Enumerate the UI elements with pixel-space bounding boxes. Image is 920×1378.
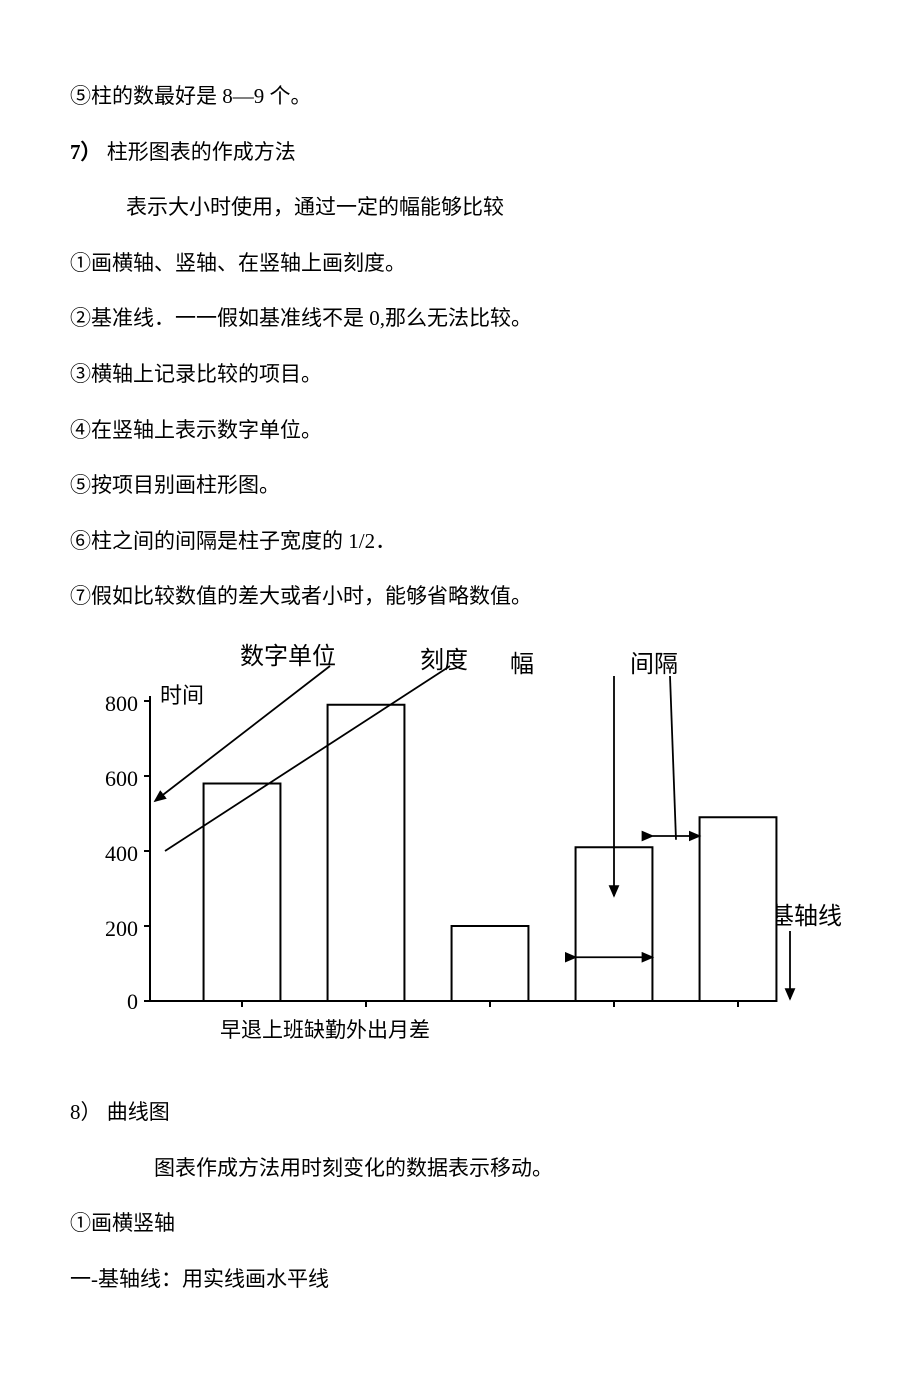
text-line: ①画横竖轴 — [70, 1207, 850, 1241]
text-line: ⑥柱之间的间隔是柱子宽度的 1/2． — [70, 525, 850, 559]
section-heading-8: 8） 曲线图 — [70, 1096, 850, 1130]
text-line: ⑤按项目别画柱形图。 — [70, 469, 850, 503]
heading-text: 柱形图表的作成方法 — [107, 140, 296, 164]
text-line: ⑤柱的数最好是 8—9 个。 — [70, 80, 850, 114]
heading-number: 7） — [70, 140, 102, 164]
bar-chart-figure: 数字单位 刻度 幅 间隔 时间 基轴线 800 600 400 200 0 早退… — [70, 636, 850, 1056]
bar-chart-svg — [70, 636, 850, 1056]
text-line: 一-基轴线：用实线画水平线 — [70, 1263, 850, 1297]
document-page: ⑤柱的数最好是 8—9 个。 7） 柱形图表的作成方法 表示大小时使用，通过一定… — [0, 0, 920, 1378]
text-line: ④在竖轴上表示数字单位。 — [70, 414, 850, 448]
text-line: 图表作成方法用时刻变化的数据表示移动。 — [70, 1152, 850, 1186]
section-heading-7: 7） 柱形图表的作成方法 — [70, 136, 850, 170]
text-line: 表示大小时使用，通过一定的幅能够比较 — [70, 191, 850, 225]
text-line: ②基准线．一一假如基准线不是 0,那么无法比较。 — [70, 302, 850, 336]
text-line: ③横轴上记录比较的项目。 — [70, 358, 850, 392]
text-line: ①画横轴、竖轴、在竖轴上画刻度。 — [70, 247, 850, 281]
text-line: ⑦假如比较数值的差大或者小时，能够省略数值。 — [70, 580, 850, 614]
